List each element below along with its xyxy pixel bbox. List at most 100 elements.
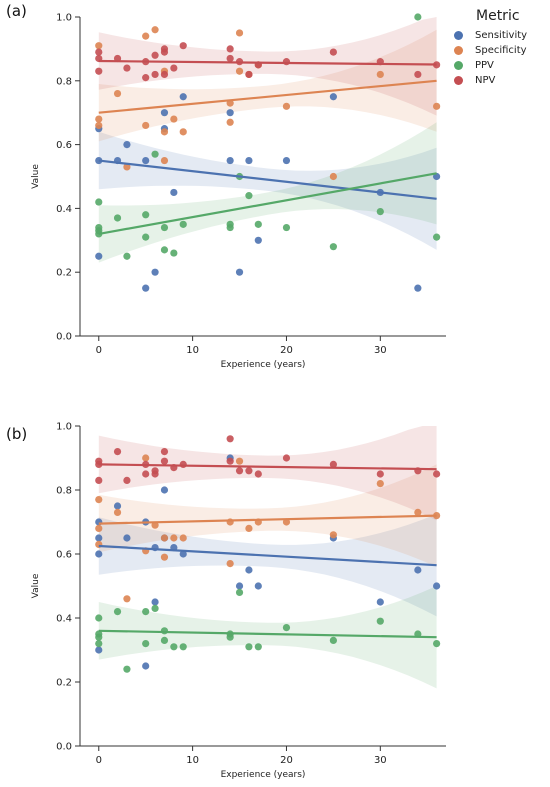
legend-label: Sensitivity (475, 30, 528, 41)
confidence-band-specificity (98, 464, 437, 567)
data-point-specificity (170, 115, 178, 123)
data-point-npv (151, 70, 159, 79)
data-point-ppv (142, 211, 150, 219)
data-point-ppv (142, 233, 150, 241)
y-tick-label: 0.0 (56, 742, 72, 753)
y-tick-label: 1.0 (56, 422, 72, 433)
y-tick-label: 0.8 (56, 76, 72, 87)
data-point-sensitivity (376, 598, 384, 606)
data-point-npv (245, 70, 253, 79)
data-point-specificity (376, 70, 384, 79)
data-point-ppv (151, 150, 159, 158)
data-point-sensitivity (95, 156, 103, 165)
data-point-ppv (123, 252, 131, 260)
data-point-ppv (95, 614, 103, 622)
data-point-npv (160, 70, 169, 79)
legend-label: Specificity (475, 45, 527, 56)
data-point-specificity (95, 496, 103, 504)
data-point-specificity (226, 118, 234, 126)
x-tick-label: 30 (374, 345, 387, 356)
data-point-ppv (376, 617, 384, 625)
regression-line-ppv (98, 629, 437, 639)
regression-line-specificity (98, 514, 437, 525)
data-point-ppv (376, 207, 384, 216)
x-tick-label: 30 (374, 755, 387, 766)
data-point-sensitivity (282, 156, 291, 165)
data-point-specificity (95, 115, 103, 123)
data-point-npv (160, 457, 169, 465)
data-point-npv (151, 470, 159, 478)
data-point-specificity (123, 595, 131, 603)
data-point-npv (254, 470, 262, 478)
data-point-sensitivity (235, 582, 244, 590)
data-point-npv (123, 476, 131, 484)
data-point-npv (160, 448, 169, 456)
data-point-sensitivity (179, 550, 187, 558)
legend-marker-sensitivity (454, 31, 463, 40)
legend-item-ppv: PPV (448, 58, 548, 73)
y-tick-label: 0.0 (56, 332, 72, 343)
data-point-specificity (329, 531, 337, 539)
x-tick-label: 0 (96, 345, 102, 356)
data-point-specificity (282, 102, 291, 110)
y-tick-label: 0.2 (56, 678, 72, 689)
data-point-ppv (160, 636, 169, 644)
x-tick-label: 0 (96, 755, 102, 766)
data-point-specificity (329, 172, 337, 181)
data-point-npv (179, 460, 187, 468)
data-point-npv (226, 54, 234, 63)
data-point-ppv (123, 665, 131, 673)
data-point-sensitivity (254, 236, 262, 244)
data-point-specificity (235, 457, 244, 465)
data-point-npv (95, 460, 103, 468)
data-point-sensitivity (142, 156, 150, 165)
data-point-sensitivity (95, 534, 103, 542)
confidence-band-specificity (98, 29, 437, 142)
y-tick-label: 0.4 (56, 204, 72, 215)
data-point-sensitivity (414, 284, 422, 292)
data-point-npv (113, 448, 122, 456)
regression-line-npv (98, 463, 437, 471)
data-point-npv (329, 48, 337, 56)
data-point-npv (142, 74, 150, 82)
regression-line-specificity (98, 79, 437, 114)
data-point-npv (414, 70, 422, 79)
data-point-specificity (179, 534, 187, 542)
y-tick-label: 1.0 (56, 13, 72, 24)
legend-marker-npv (454, 76, 463, 85)
data-point-ppv (170, 249, 178, 257)
data-point-npv (245, 467, 253, 475)
data-point-sensitivity (433, 582, 441, 590)
data-point-npv (95, 48, 103, 56)
data-point-specificity (142, 32, 150, 40)
legend-marker-specificity (454, 46, 463, 55)
data-point-sensitivity (245, 156, 253, 165)
data-point-specificity (226, 560, 234, 568)
data-point-specificity (433, 512, 441, 520)
data-point-ppv (329, 636, 337, 644)
data-point-specificity (113, 508, 122, 516)
data-point-sensitivity (142, 662, 150, 670)
data-point-specificity (245, 524, 253, 532)
y-tick-label: 0.2 (56, 268, 72, 279)
data-point-npv (376, 470, 384, 478)
data-point-sensitivity (151, 598, 159, 606)
data-point-sensitivity (179, 93, 187, 101)
data-point-npv (226, 45, 234, 53)
data-point-sensitivity (123, 534, 131, 542)
data-point-specificity (160, 128, 169, 136)
data-point-sensitivity (226, 156, 234, 165)
data-point-sensitivity (95, 550, 103, 558)
data-point-ppv (329, 243, 337, 251)
regression-line-ppv (98, 172, 437, 236)
x-tick-label: 20 (280, 755, 293, 766)
data-point-ppv (254, 220, 262, 228)
data-point-specificity (160, 553, 169, 561)
data-point-specificity (113, 89, 122, 98)
confidence-band-ppv (98, 586, 437, 689)
data-point-specificity (433, 102, 441, 110)
x-tick-label: 10 (186, 755, 199, 766)
data-point-npv (282, 58, 291, 66)
data-point-specificity (235, 29, 244, 37)
data-point-sensitivity (95, 646, 103, 654)
